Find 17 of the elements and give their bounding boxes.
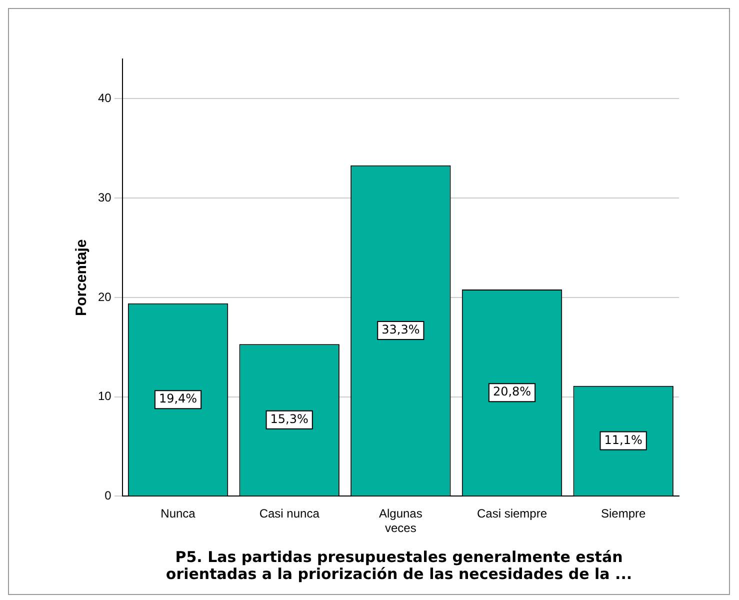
y-tick-label: 30 xyxy=(98,190,112,204)
x-tick-label: Nunca xyxy=(160,506,196,521)
y-tick-label: 20 xyxy=(98,290,112,304)
y-tick-label: 40 xyxy=(98,91,112,106)
y-tick-label: 10 xyxy=(98,389,112,404)
data-label: 15,3% xyxy=(270,412,308,426)
x-axis-title: P5. Las partidas presupuestales generalmente están orientadas a la priorización de las necesidades de la ... xyxy=(164,548,634,583)
x-tick-label: Algunas veces xyxy=(378,506,422,536)
x-tick-label: Casi siempre xyxy=(476,506,548,521)
data-label: 19,4% xyxy=(158,392,198,406)
y-tick-label: 0 xyxy=(104,488,112,503)
x-tick-label: Siempre xyxy=(600,506,646,521)
data-label: 11,1% xyxy=(604,432,642,447)
y-axis-title: Porcentaje xyxy=(73,239,90,316)
data-label: 33,3% xyxy=(382,322,420,337)
x-tick-label: Casi nunca xyxy=(259,506,320,521)
data-label: 20,8% xyxy=(492,384,532,399)
